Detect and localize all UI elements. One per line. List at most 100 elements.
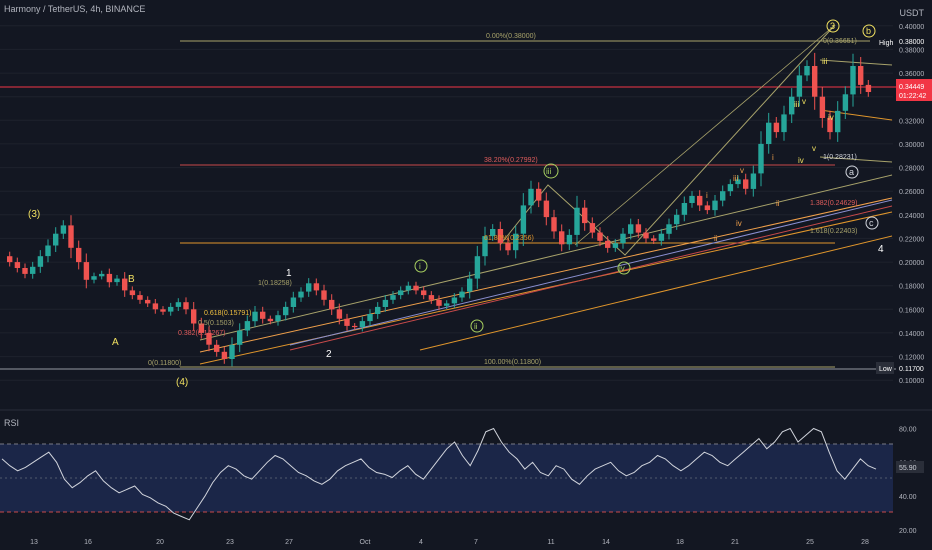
candle-body xyxy=(651,238,657,241)
y-tick-label: 0.38000 xyxy=(899,47,924,54)
ext-line-1 xyxy=(819,59,893,66)
candle-body xyxy=(14,262,21,268)
y-tick-label: 0.24000 xyxy=(899,213,924,220)
ext-line-2 xyxy=(819,109,893,121)
fib-label-bottom: 100.00%(0.11800) xyxy=(484,359,541,366)
price-unit: USDT xyxy=(899,8,925,18)
candle-body xyxy=(152,303,159,310)
candle-body xyxy=(804,66,810,76)
x-tick-label: Oct xyxy=(360,539,371,546)
fib-label-left-382: 0.382(0.14267) xyxy=(178,330,225,337)
fib-label-618: 61.80%(0.2356) xyxy=(484,235,534,242)
candle-body xyxy=(743,179,749,189)
candle-body xyxy=(589,223,596,233)
candle-body xyxy=(198,323,205,333)
candle-body xyxy=(658,233,665,241)
candle-body xyxy=(260,311,266,319)
y-tick-label: 0.16000 xyxy=(899,307,924,314)
wave-circle-iv: iv xyxy=(617,261,631,275)
subwave-v: v xyxy=(740,166,744,175)
wave-circle-iii: iii xyxy=(543,163,559,179)
fib-label-left-0: 0(0.11800) xyxy=(148,360,181,367)
y-tick-label: 0.36000 xyxy=(899,71,924,78)
candle-body xyxy=(858,66,864,85)
x-tick-label: 20 xyxy=(156,539,164,546)
candle-body xyxy=(267,318,274,322)
candle-body xyxy=(620,233,626,244)
wave-label-1: 1 xyxy=(286,268,292,279)
candle-body xyxy=(405,285,412,291)
candle-body xyxy=(214,344,220,352)
x-tick-label: 18 xyxy=(676,539,684,546)
candle-body xyxy=(559,231,565,245)
channel-line-2 xyxy=(199,197,893,353)
candle-body xyxy=(704,205,711,211)
subwave-t-v: v xyxy=(802,97,806,106)
rsi-tick-label: 80.00 xyxy=(899,427,917,434)
rsi-tick-label: 40.00 xyxy=(899,494,917,501)
svg-text:01:22:42: 01:22:42 xyxy=(899,93,926,100)
candle-body xyxy=(321,290,327,300)
y-tick-label: 0.18000 xyxy=(899,284,924,291)
candle-body xyxy=(83,262,90,280)
candle-body xyxy=(712,200,718,211)
candle-body xyxy=(160,309,166,312)
fib-label-ext-mid: 1(0.28231) xyxy=(823,154,857,161)
candle-body xyxy=(819,96,826,118)
fib-label-left-1: 1(0.18258) xyxy=(258,280,292,287)
y-tick-label: 0.20000 xyxy=(899,260,924,267)
candle-body xyxy=(413,285,419,291)
x-tick-label: 28 xyxy=(861,539,869,546)
subwave-t-iii: iii xyxy=(794,100,800,109)
candle-body xyxy=(536,188,542,201)
candle-body xyxy=(221,351,228,359)
svg-text:0.11700: 0.11700 xyxy=(899,366,924,373)
fib-label-top: 0.00%(0.38000) xyxy=(486,33,536,40)
candle-body xyxy=(666,224,672,234)
candle-body xyxy=(382,299,389,307)
wave-circle-c: c xyxy=(865,216,879,230)
candle-body xyxy=(727,184,734,192)
candle-body xyxy=(421,290,427,296)
channel-line-6 xyxy=(419,235,893,351)
wave-label-3-left: (3) xyxy=(28,209,40,220)
candle-body xyxy=(750,173,757,189)
x-tick-label: 16 xyxy=(84,539,92,546)
candle-body xyxy=(789,96,795,115)
svg-text:a: a xyxy=(849,167,854,177)
candle-body xyxy=(60,225,67,234)
candle-body xyxy=(283,306,289,316)
candle-body xyxy=(91,276,97,280)
y-tick-label: 0.22000 xyxy=(899,236,924,243)
x-tick-label: 23 xyxy=(226,539,234,546)
candle-body xyxy=(206,332,212,345)
chart-title: Harmony / TetherUS, 4h, BINANCE xyxy=(4,4,146,14)
wave-circle-b: b xyxy=(862,24,876,38)
candle-body xyxy=(674,214,680,225)
wave-label-4-bottom: (4) xyxy=(176,377,188,388)
fib-label-ext-1618: 1.618(0.22403) xyxy=(810,228,857,235)
subwave-ii: ii xyxy=(714,234,718,243)
candles xyxy=(7,52,872,367)
svg-text:High: High xyxy=(879,40,894,47)
subwave-iii: iii xyxy=(733,174,739,183)
subwave-i: i xyxy=(706,191,708,200)
candle-body xyxy=(244,321,251,331)
wave-circle-ii: ii xyxy=(470,319,484,333)
candle-body xyxy=(758,143,764,174)
candle-body xyxy=(490,229,496,237)
candle-body xyxy=(175,302,182,307)
candle-body xyxy=(842,94,849,111)
candle-body xyxy=(474,256,481,279)
channel-line-1 xyxy=(199,174,893,341)
wave-label-B: B xyxy=(128,274,135,285)
candle-body xyxy=(628,224,634,234)
svg-text:0.38000: 0.38000 xyxy=(899,39,924,46)
candle-body xyxy=(467,278,473,292)
candle-body xyxy=(375,306,381,314)
x-tick-label: 11 xyxy=(547,539,554,546)
x-tick-label: 14 xyxy=(602,539,610,546)
candle-body xyxy=(635,224,642,233)
candle-body xyxy=(252,311,258,322)
